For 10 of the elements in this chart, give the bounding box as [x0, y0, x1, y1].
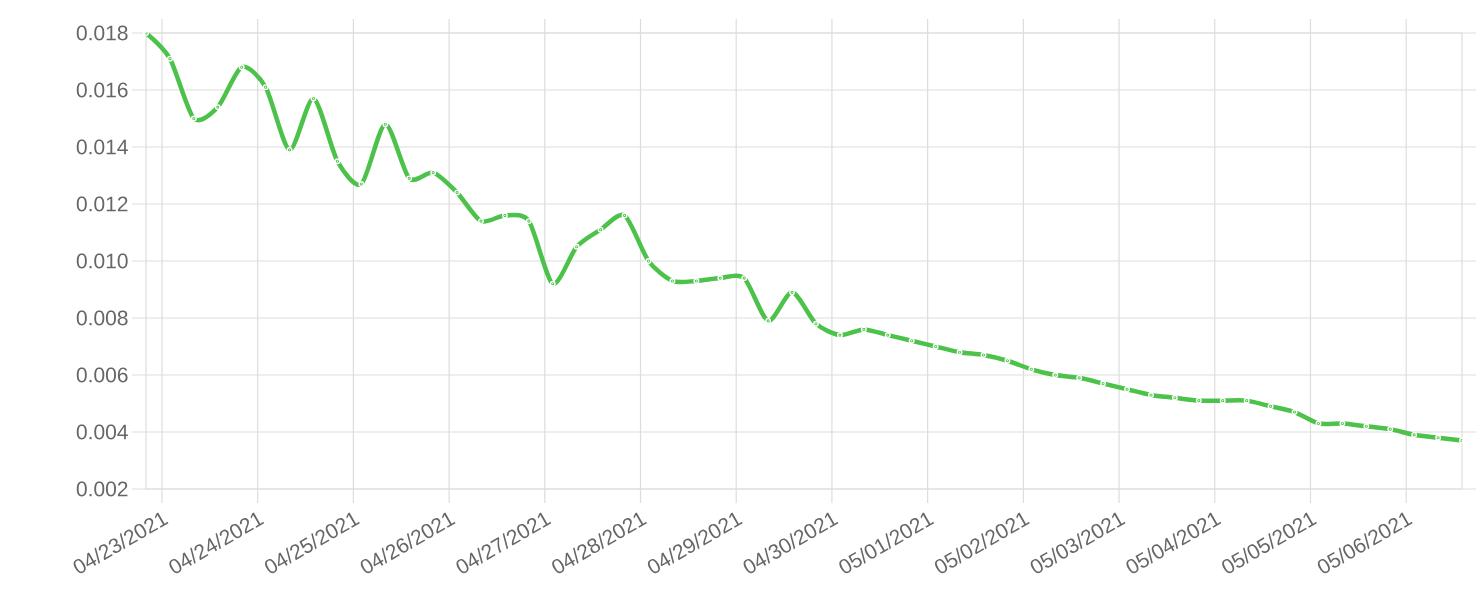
line-series: [143, 30, 1465, 444]
y-tick-label: 0.006: [76, 367, 128, 383]
y-tick-label: 0.002: [76, 481, 128, 497]
y-tick-label: 0.008: [76, 310, 128, 326]
y-tick-label: 0.004: [76, 424, 128, 440]
y-tick-label: 0.010: [76, 253, 128, 269]
y-tick-label: 0.018: [76, 25, 128, 41]
y-tick-label: 0.016: [76, 82, 128, 98]
y-tick-label: 0.014: [76, 139, 128, 155]
y-tick-label: 0.012: [76, 196, 128, 212]
